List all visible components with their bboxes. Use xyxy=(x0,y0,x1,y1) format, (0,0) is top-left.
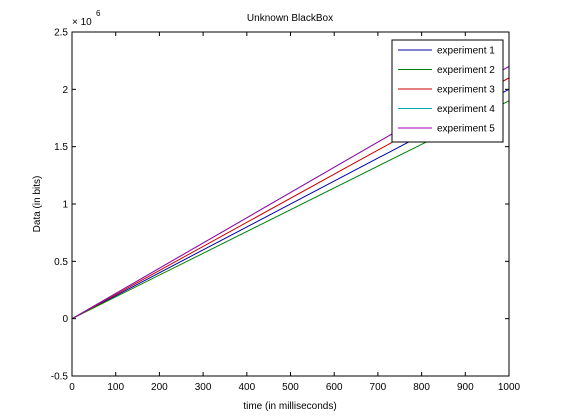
legend-label-4: experiment 4 xyxy=(437,104,495,115)
y-tick-label: 2.5 xyxy=(54,28,68,39)
x-tick-label: 200 xyxy=(151,382,168,393)
legend-label-3: experiment 3 xyxy=(437,85,495,96)
y-axis-title: Data (in bits) xyxy=(32,176,43,233)
y-multiplier-exponent: 6 xyxy=(96,9,101,18)
x-tick-label: 400 xyxy=(238,382,255,393)
y-multiplier-label: × 10 xyxy=(72,17,92,28)
legend: experiment 1 experiment 2 experiment 3 expe… xyxy=(391,39,504,143)
x-tick-label: 300 xyxy=(195,382,212,393)
x-tick-label: 600 xyxy=(326,382,343,393)
y-tick-label: -0.5 xyxy=(51,372,69,383)
y-tick-label: 2 xyxy=(62,85,68,96)
y-tick-label: 1 xyxy=(62,200,68,211)
x-tick-label: 700 xyxy=(370,382,387,393)
y-multiplier: × 10 6 xyxy=(72,9,101,28)
legend-box xyxy=(391,39,504,143)
ticks-layer: 0 100 200 300 400 500 600 700 800 900 1000-0.500.5… xyxy=(51,28,521,394)
y-tick-label: 0 xyxy=(62,314,68,325)
x-tick-label: 0 xyxy=(69,382,75,393)
x-axis-title: time (in milliseconds) xyxy=(243,401,336,412)
legend-label-1: experiment 1 xyxy=(437,46,495,57)
x-tick-label: 900 xyxy=(457,382,474,393)
legend-label-2: experiment 2 xyxy=(437,65,495,76)
x-tick-label: 800 xyxy=(413,382,430,393)
legend-label-5: experiment 5 xyxy=(437,124,495,135)
x-tick-label: 500 xyxy=(282,382,299,393)
y-tick-label: 1.5 xyxy=(54,142,68,153)
y-tick-label: 0.5 xyxy=(54,257,68,268)
chart-title: Unknown BlackBox xyxy=(247,13,333,24)
x-tick-label: 100 xyxy=(107,382,124,393)
x-tick-label: 1000 xyxy=(498,382,521,393)
